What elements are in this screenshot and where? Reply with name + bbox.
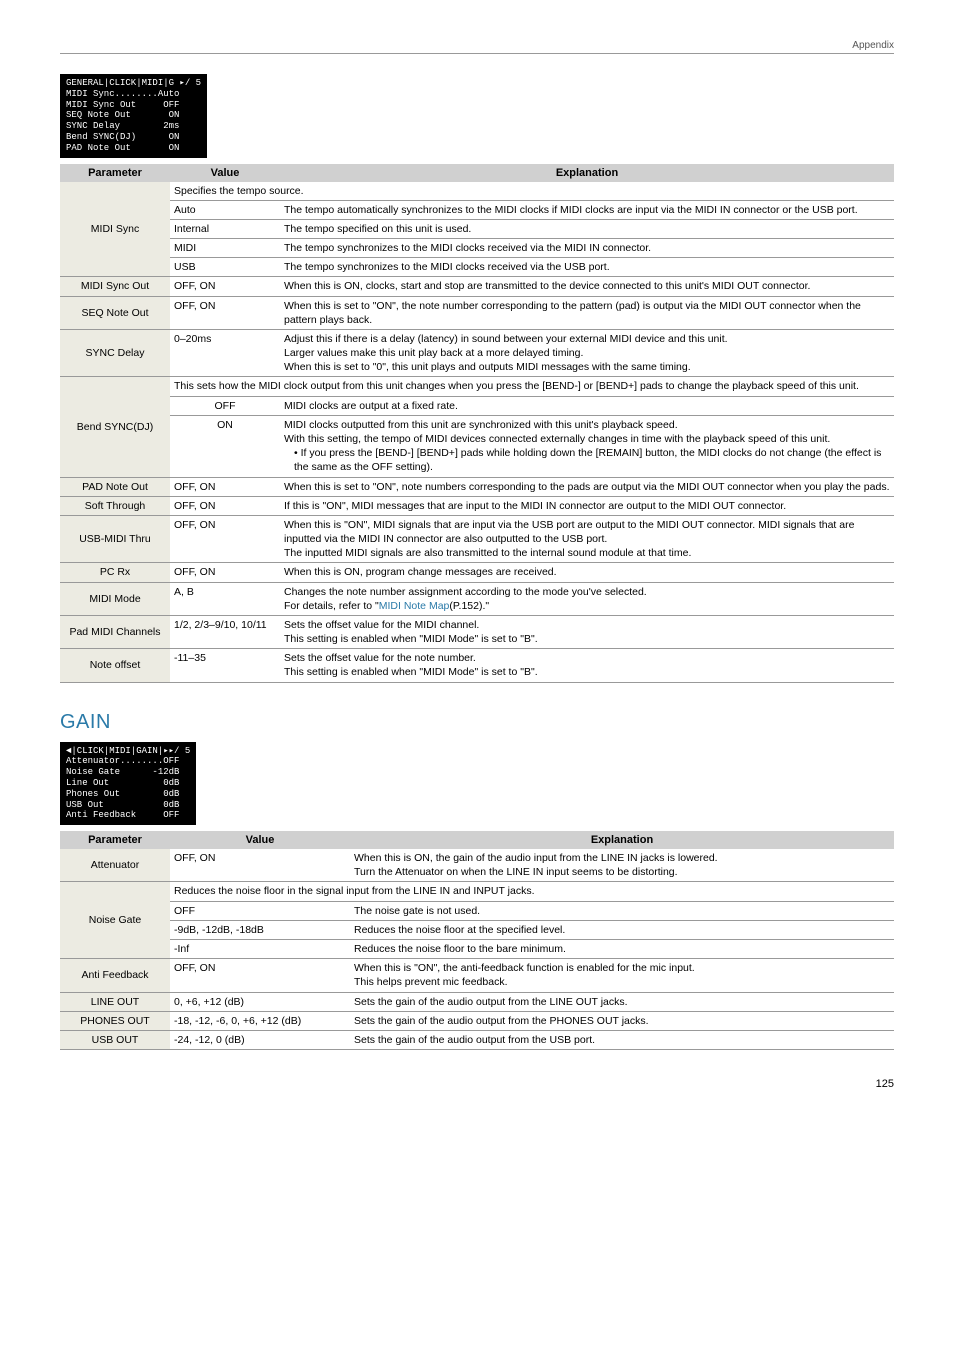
param-cell: PHONES OUT: [60, 1011, 170, 1030]
param-cell: Attenuator: [60, 849, 170, 882]
gain-heading: GAIN: [60, 711, 894, 734]
param-cell: SEQ Note Out: [60, 296, 170, 329]
header-section: Appendix: [60, 40, 894, 54]
midi-params-table: ParameterValueExplanationMIDI SyncSpecif…: [60, 164, 894, 683]
param-cell: Note offset: [60, 649, 170, 682]
param-cell: Noise Gate: [60, 882, 170, 959]
gain-params-table: ParameterValueExplanationAttenuatorOFF, …: [60, 831, 894, 1050]
param-cell: SYNC Delay: [60, 329, 170, 377]
param-cell: PC Rx: [60, 563, 170, 582]
param-cell: Bend SYNC(DJ): [60, 377, 170, 477]
param-cell: MIDI Sync Out: [60, 277, 170, 296]
lcd-screenshot-midi: GENERAL|CLICK|MIDI|G ▸/ 5 MIDI Sync.....…: [60, 74, 207, 158]
param-cell: USB OUT: [60, 1030, 170, 1049]
param-cell: PAD Note Out: [60, 477, 170, 496]
page-number: 125: [60, 1078, 894, 1090]
param-cell: Anti Feedback: [60, 959, 170, 992]
param-cell: MIDI Mode: [60, 582, 170, 615]
param-cell: USB-MIDI Thru: [60, 515, 170, 563]
param-cell: Soft Through: [60, 496, 170, 515]
param-cell: MIDI Sync: [60, 182, 170, 277]
ref-link[interactable]: MIDI Note Map: [379, 600, 450, 612]
param-cell: Pad MIDI Channels: [60, 615, 170, 648]
param-cell: LINE OUT: [60, 992, 170, 1011]
lcd-screenshot-gain: ◄|CLICK|MIDI|GAIN|▸▸/ 5 Attenuator......…: [60, 742, 196, 826]
